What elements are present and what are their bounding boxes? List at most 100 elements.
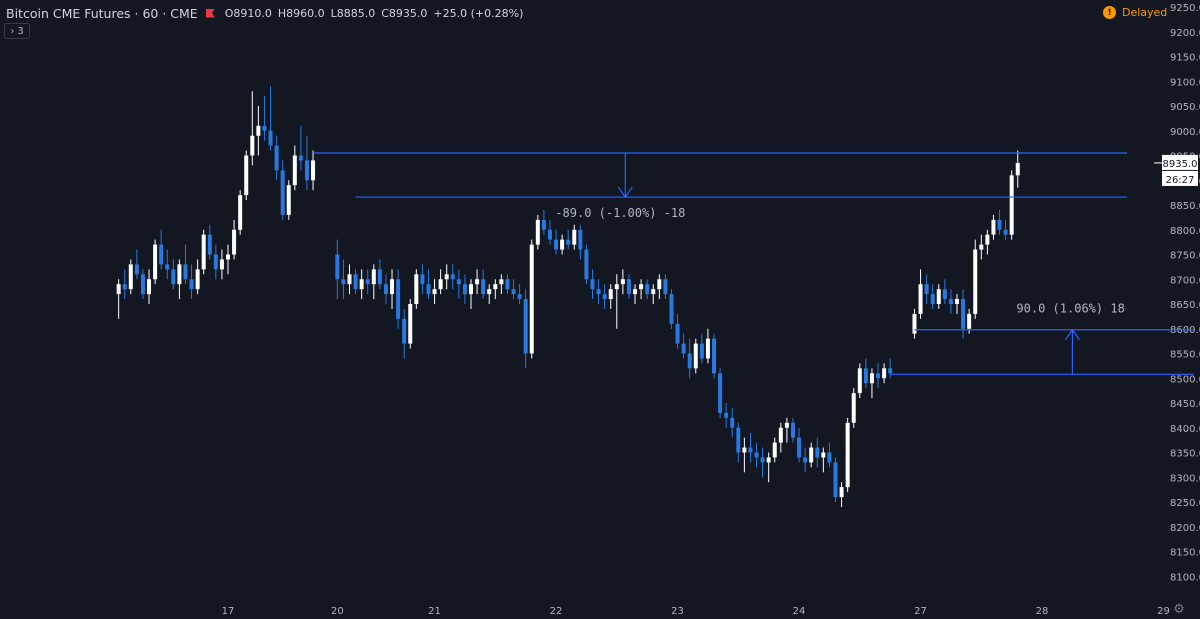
y-tick-label: 9200.0 — [1170, 28, 1200, 39]
candle-body — [809, 447, 814, 463]
y-tick-label: 8700.0 — [1170, 275, 1200, 286]
indicators-toggle-button[interactable]: › 3 — [4, 23, 30, 39]
range-arrow-head — [1064, 328, 1080, 341]
gear-icon[interactable]: ⚙ — [1173, 602, 1185, 617]
candle-body — [803, 457, 808, 463]
candle-body — [529, 244, 534, 354]
candle-body — [183, 264, 188, 280]
candle-body — [736, 427, 741, 453]
last-price-label: 8935.0 — [1163, 159, 1198, 170]
candle-body — [669, 294, 674, 324]
candle-body — [535, 219, 540, 245]
candle-body — [1015, 162, 1020, 176]
candle-body — [481, 279, 486, 295]
y-tick-label: 8750.0 — [1170, 251, 1200, 262]
delayed-label: Delayed — [1122, 6, 1168, 19]
candle-body — [973, 249, 978, 314]
candle-body — [541, 219, 546, 230]
candle-body — [462, 284, 467, 295]
candle-body — [596, 289, 601, 295]
candle-body — [499, 279, 504, 285]
candle-body — [207, 234, 212, 255]
candle-body — [790, 422, 795, 438]
candle-body — [827, 452, 832, 463]
candle-body — [189, 279, 194, 290]
candle-body — [815, 447, 820, 458]
candle-body — [675, 323, 680, 344]
candle-body — [274, 145, 279, 171]
candle-body — [226, 254, 230, 260]
candle-body — [961, 299, 966, 329]
x-tick-label: 17 — [222, 606, 235, 617]
candle-body — [359, 279, 364, 290]
y-tick-label: 9150.0 — [1170, 53, 1200, 64]
candle-body — [876, 373, 881, 379]
candle-body — [778, 427, 783, 443]
price-range-label: -89.0 (-1.00%) -18 — [555, 206, 685, 220]
candle-body — [450, 274, 455, 280]
candle-body — [383, 284, 388, 295]
x-tick-label: 21 — [428, 606, 441, 617]
open-value: O8910.0 — [224, 6, 272, 20]
candle-body — [918, 284, 923, 314]
candle-body — [335, 254, 340, 280]
candle-body — [347, 274, 352, 285]
candle-body — [985, 234, 990, 245]
candle-body — [365, 279, 370, 285]
candle-body — [955, 299, 959, 304]
x-tick-label: 27 — [914, 606, 927, 617]
candle-body — [469, 284, 473, 295]
candle-body — [863, 368, 868, 384]
candle-body — [244, 155, 249, 196]
x-tick-label: 22 — [550, 606, 563, 617]
x-tick-label: 28 — [1036, 606, 1049, 617]
y-tick-label: 8300.0 — [1170, 473, 1200, 484]
candle-body — [268, 130, 273, 146]
candle-body — [730, 417, 735, 428]
candle-body — [608, 289, 613, 300]
candle-body — [238, 195, 243, 230]
candle-body — [699, 343, 704, 359]
candle-body — [967, 313, 972, 329]
candle-body — [614, 284, 619, 290]
y-tick-label: 8650.0 — [1170, 300, 1200, 311]
chart-legend-header: Bitcoin CME Futures · 60 · CME O8910.0 H… — [6, 4, 523, 22]
candle-body — [997, 219, 1002, 230]
candle-body — [456, 279, 461, 285]
warning-icon: ! — [1103, 6, 1116, 19]
candle-body — [633, 289, 638, 295]
candle-body — [547, 229, 552, 240]
delayed-badge[interactable]: ! Delayed — [1103, 6, 1167, 19]
candle-body — [991, 219, 996, 235]
candle-body — [979, 244, 984, 250]
candle-body — [159, 244, 164, 265]
candle-body — [645, 284, 650, 295]
candle-body — [292, 155, 297, 186]
y-tick-label: 8500.0 — [1170, 374, 1200, 385]
candle-body — [438, 279, 443, 290]
candle-body — [171, 269, 176, 285]
y-tick-label: 8200.0 — [1170, 523, 1200, 534]
low-value: L8885.0 — [330, 6, 376, 20]
candle-body — [754, 452, 759, 458]
candle-body — [705, 338, 710, 359]
candle-body — [134, 264, 139, 275]
y-tick-label: 9050.0 — [1170, 102, 1200, 113]
y-tick-label: 8550.0 — [1170, 350, 1200, 361]
candle-body — [195, 269, 200, 290]
candle-body — [1003, 229, 1008, 235]
candle-body — [493, 284, 498, 290]
y-tick-label: 8350.0 — [1170, 449, 1200, 460]
candle-body — [128, 264, 133, 290]
candle-body — [948, 299, 953, 304]
symbol-title[interactable]: Bitcoin CME Futures · 60 · CME — [6, 5, 198, 21]
candle-body — [693, 343, 698, 369]
y-tick-label: 8400.0 — [1170, 424, 1200, 435]
candle-body — [402, 318, 407, 344]
candle-body — [122, 284, 127, 290]
candle-body — [560, 239, 565, 250]
candle-body — [912, 313, 917, 334]
candle-body — [408, 304, 413, 344]
x-tick-label: 29 — [1157, 606, 1170, 617]
